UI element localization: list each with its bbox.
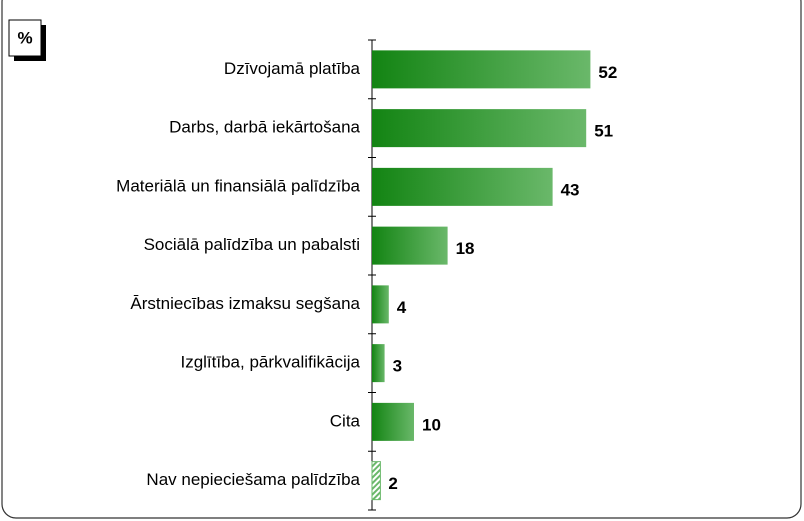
category-label: Izglītība, pārkvalifikācija [180, 353, 360, 372]
value-label: 18 [456, 239, 475, 258]
unit-box [8, 19, 42, 57]
bar [372, 109, 587, 148]
category-label: Materiālā un finansiālā palīdzība [116, 176, 360, 195]
category-label: Cita [330, 411, 361, 430]
category-label: Ārstniecības izmaksu segšana [130, 294, 360, 313]
value-label: 3 [393, 357, 402, 376]
category-label: Dzīvojamā platība [224, 59, 361, 78]
unit-label: % [17, 28, 32, 47]
bar [372, 344, 385, 383]
bar [372, 167, 553, 206]
value-label: 10 [422, 415, 441, 434]
bar [372, 226, 448, 265]
value-label: 2 [388, 474, 397, 493]
category-label: Sociālā palīdzība un pabalsti [144, 235, 360, 254]
bar [372, 285, 389, 324]
value-label: 4 [397, 298, 407, 317]
category-label: Darbs, darbā iekārtošana [169, 118, 360, 137]
value-label: 51 [594, 122, 613, 141]
bar [372, 50, 591, 89]
bar [372, 402, 414, 441]
bar [371, 461, 381, 501]
value-label: 43 [561, 180, 580, 199]
category-label: Nav nepieciešama palīdzība [146, 470, 360, 489]
value-label: 52 [598, 63, 617, 82]
